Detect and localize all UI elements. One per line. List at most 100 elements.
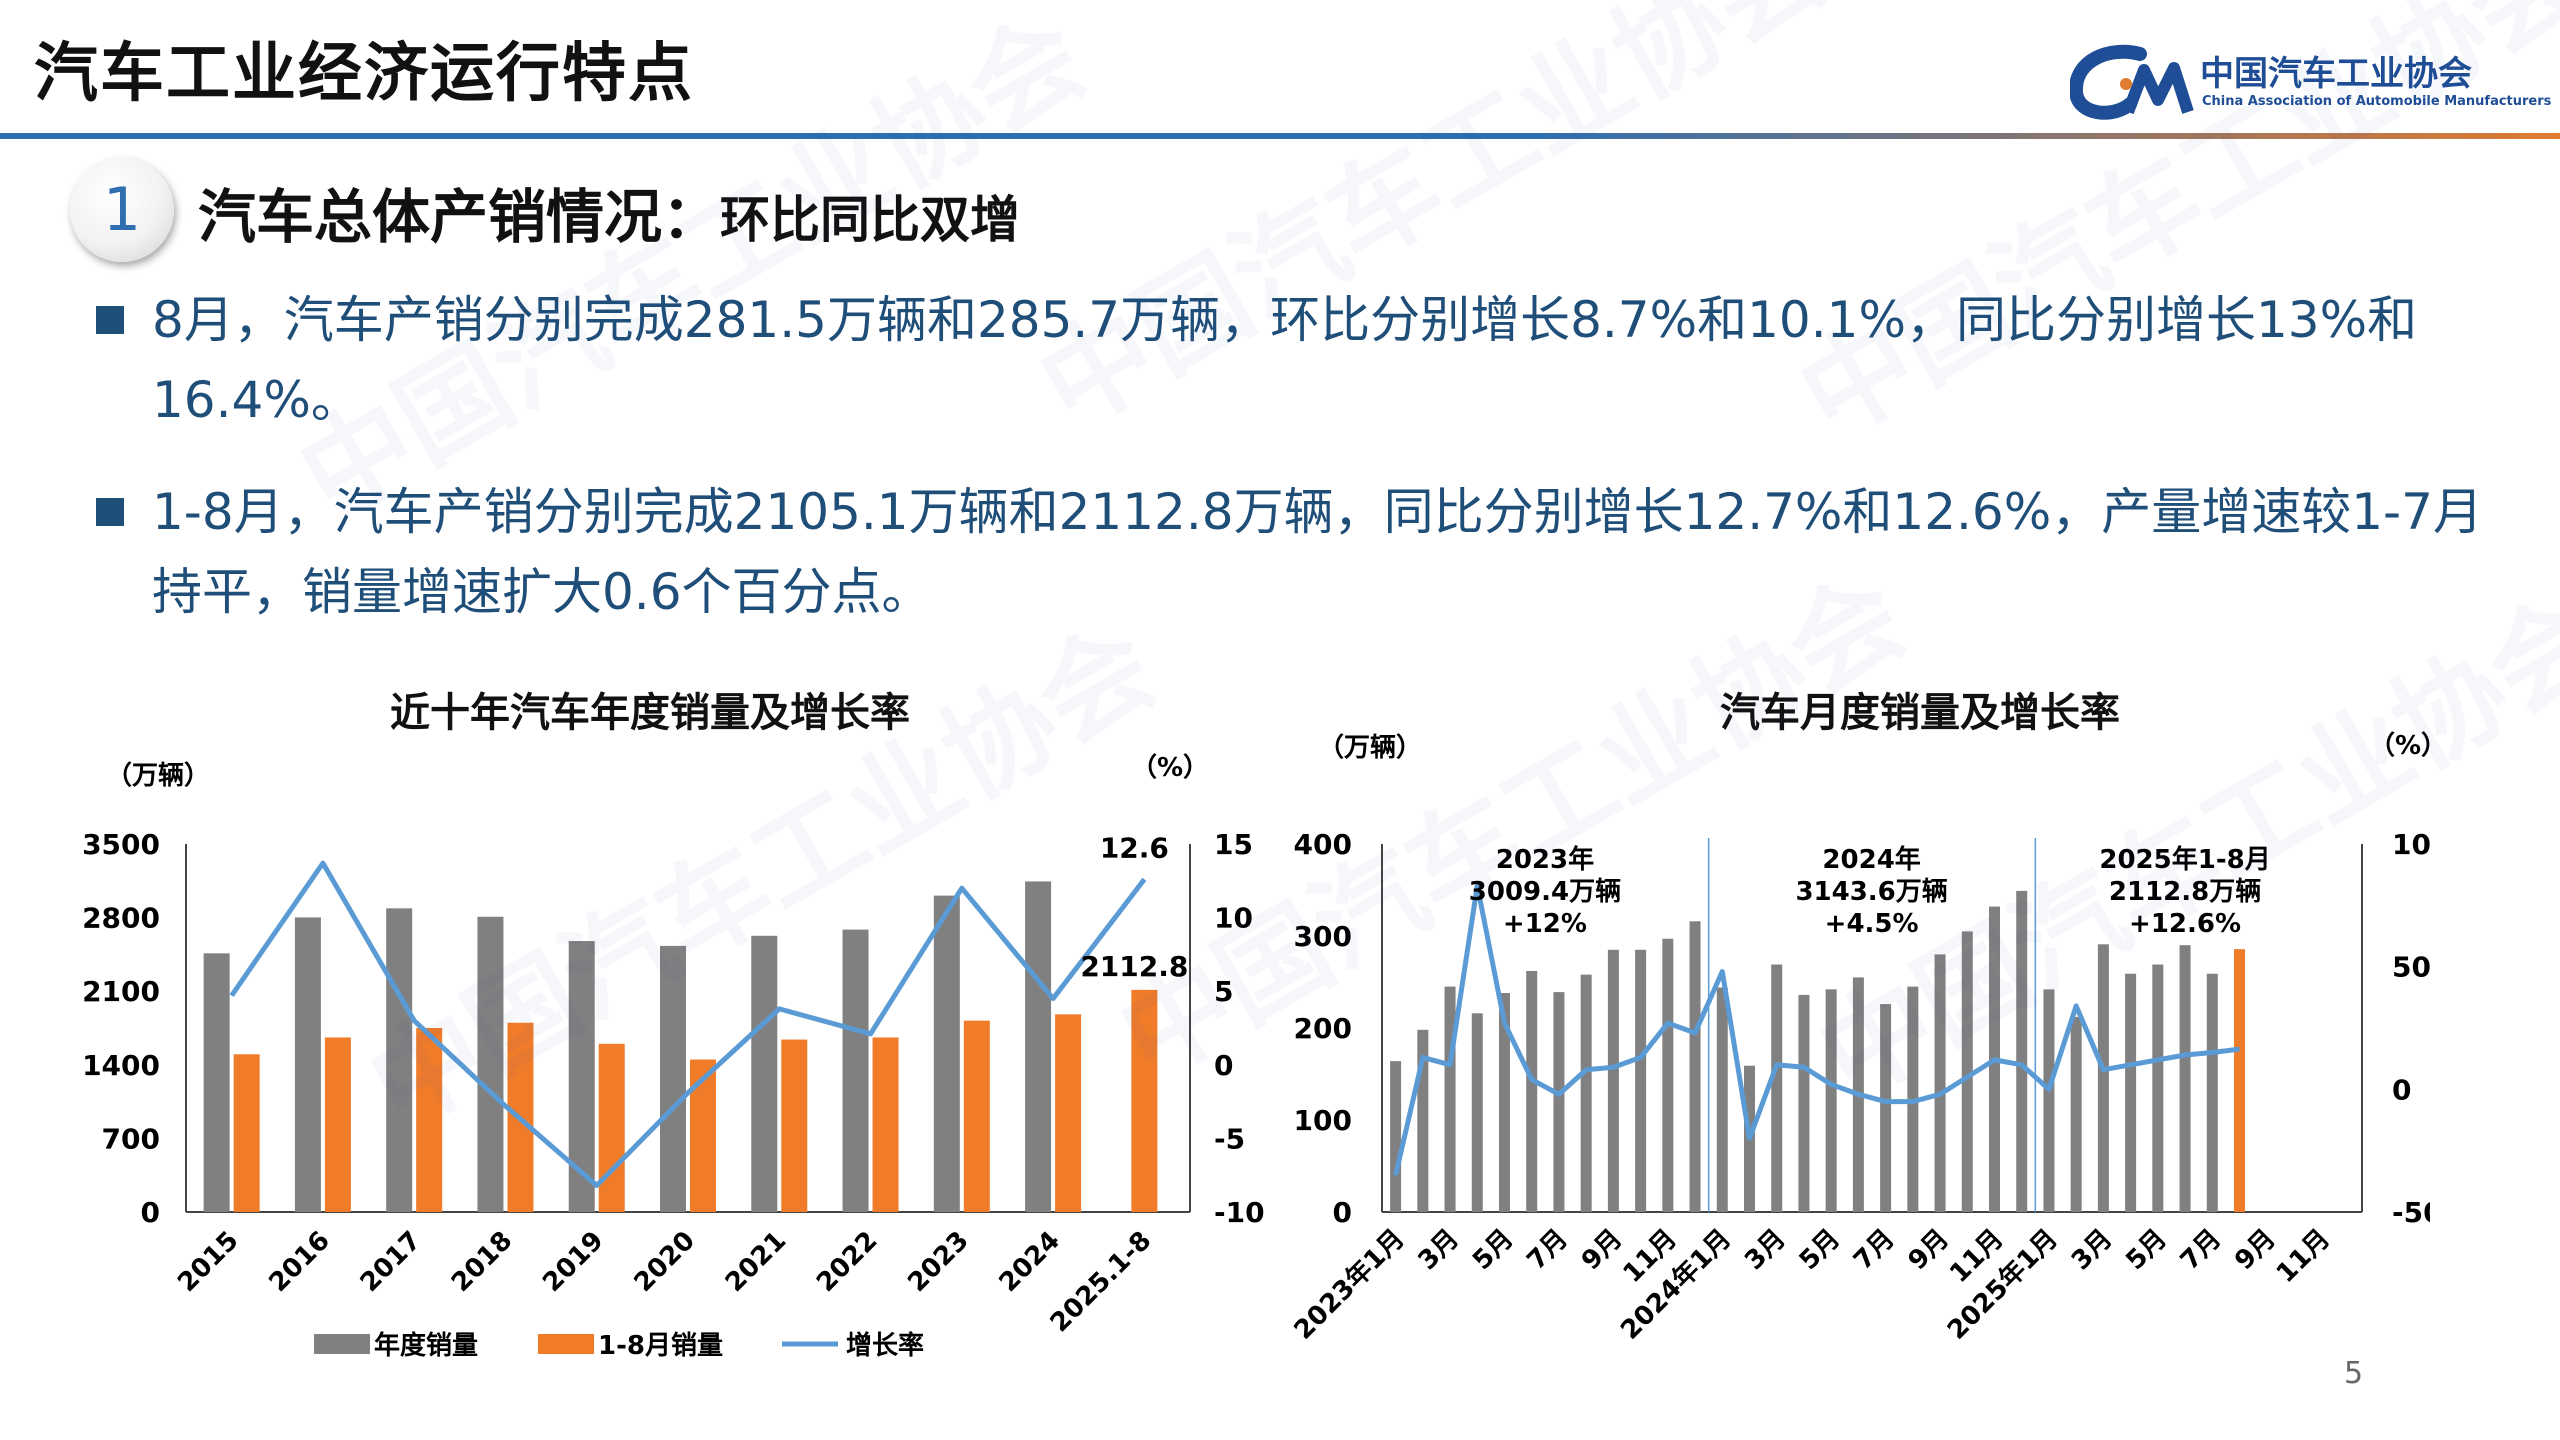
bar-monthly-sales: [1471, 1013, 1483, 1212]
x-tick-label: 2024: [994, 1226, 1066, 1298]
legend-label-annual: 年度销量: [374, 1330, 478, 1361]
x-tick-label: 2020: [629, 1226, 701, 1298]
left-axis-unit: （万辆）: [106, 761, 210, 791]
y-tick-label-right: 0: [2392, 1073, 2411, 1106]
caam-logo-icon: [2070, 44, 2194, 120]
y-tick-label-right: -50: [2392, 1196, 2430, 1229]
right-axis-unit: （%）: [2369, 731, 2430, 761]
year-summary-label: 2024年: [1822, 844, 1920, 875]
bar-monthly-sales: [1417, 1029, 1429, 1212]
x-tick-label: 2018: [446, 1226, 518, 1298]
bar-monthly-sales: [1771, 964, 1783, 1212]
bullet-square-icon: [96, 306, 124, 334]
bar-annual-sales: [477, 916, 504, 1212]
bullet-text: 1-8月，汽车产销分别完成2105.1万辆和2112.8万辆，同比分别增长12.…: [152, 483, 2483, 621]
section-number-badge: 1: [70, 158, 174, 262]
y-tick-label-right: -5: [1214, 1122, 1245, 1155]
bar-monthly-sales: [2206, 973, 2218, 1212]
bar-annual-sales: [294, 917, 321, 1212]
bar-monthly-sales: [1880, 1004, 1892, 1212]
y-tick-label-right: 15: [1214, 828, 1253, 861]
y-tick-label-left: 200: [1294, 1012, 1352, 1045]
bar-annual-sales: [386, 908, 413, 1212]
bar-jan-aug-sales: [598, 1043, 625, 1212]
logo-english-name: China Association of Automobile Manufact…: [2202, 94, 2552, 109]
bar-jan-aug-sales: [416, 1028, 443, 1212]
x-tick-label: 2017: [355, 1226, 427, 1298]
x-tick-label: 5月: [1794, 1224, 1846, 1276]
bar-monthly-sales: [1580, 974, 1592, 1212]
bar-jan-aug-sales: [324, 1037, 351, 1212]
bar-annual-sales: [933, 895, 960, 1212]
bar-monthly-sales: [1961, 931, 1973, 1212]
bar-august-sales: [2234, 949, 2245, 1212]
year-summary-label: +4.5%: [1825, 909, 1919, 939]
growth-rate-line: [229, 860, 1147, 1189]
x-tick-label: 3月: [1413, 1224, 1465, 1276]
bar-jan-aug-sales: [1131, 989, 1158, 1212]
bar-monthly-sales: [1499, 993, 1510, 1212]
y-tick-label-left: 400: [1294, 828, 1352, 861]
y-tick-label-right: 5: [1214, 975, 1233, 1008]
x-tick-label: 2023年1月: [1290, 1223, 1411, 1346]
bar-annual-sales: [1025, 881, 1052, 1212]
year-summary-label: 2023年: [1496, 844, 1594, 875]
page-number: 5: [2344, 1356, 2364, 1391]
bar-monthly-sales: [2043, 989, 2055, 1212]
bar-jan-aug-sales: [1055, 1014, 1082, 1212]
logo-chinese-name: 中国汽车工业协会: [2200, 54, 2472, 94]
left-axis-unit: （万辆）: [1318, 733, 1422, 763]
bar-monthly-sales: [1662, 938, 1674, 1212]
y-tick-label-left: 3500: [82, 828, 160, 861]
y-tick-label-right: 0: [1214, 1049, 1233, 1082]
x-tick-label: 2023: [902, 1226, 974, 1298]
x-tick-label: 7月: [2175, 1224, 2227, 1276]
x-tick-label: 2022: [811, 1226, 883, 1298]
year-summary-label: 3009.4万辆: [1469, 877, 1621, 907]
annual-chart-title: 近十年汽车年度销量及增长率: [390, 690, 910, 736]
y-tick-label-left: 2800: [82, 902, 160, 935]
page-title: 汽车工业经济运行特点: [34, 37, 694, 111]
x-tick-label: 3月: [1739, 1224, 1791, 1276]
y-tick-label-right: 50: [2392, 951, 2430, 984]
section-title-main: 汽车总体产销情况：: [198, 183, 721, 251]
bar-annual-sales: [751, 935, 778, 1212]
bar-jan-aug-sales: [690, 1059, 716, 1212]
data-label-growth-rate: 12.6: [1100, 831, 1169, 864]
bar-jan-aug-sales: [963, 1020, 990, 1212]
y-tick-label-right: 10: [1214, 902, 1253, 935]
right-axis-unit: （%）: [1131, 753, 1209, 783]
legend-swatch-jan-aug: [538, 1334, 594, 1354]
bullet-item: 1-8月，汽车产销分别完成2105.1万辆和2112.8万辆，同比分别增长12.…: [96, 472, 2516, 632]
bar-monthly-sales: [2097, 944, 2109, 1212]
annual-sales-chart: （万辆） （%） 0 700 1400 2100 2800 3500 -10 -5 0 5 10 15 20…: [82, 753, 1265, 1361]
bar-monthly-sales: [1607, 949, 1619, 1212]
legend-label-growth: 增长率: [846, 1330, 924, 1361]
year-summary-label: 2112.8万辆: [2109, 877, 2261, 907]
monthly-sales-chart: （万辆） （%） 0 100 200 300 400 -50 0 50 100 2023年3009.4…: [1290, 731, 2430, 1346]
bar-monthly-sales: [1553, 992, 1565, 1212]
y-tick-label-left: 0: [1333, 1196, 1352, 1229]
bar-monthly-sales: [1798, 994, 1810, 1212]
bar-monthly-sales: [1716, 987, 1728, 1212]
bar-monthly-sales: [1635, 949, 1647, 1212]
bar-annual-sales: [660, 945, 686, 1212]
growth-rate-line: [1393, 883, 2240, 1176]
bar-monthly-sales: [1444, 986, 1456, 1212]
bar-jan-aug-sales: [233, 1054, 260, 1212]
year-summary-label: +12.6%: [2129, 909, 2241, 939]
monthly-chart-title: 汽车月度销量及增长率: [1720, 690, 2120, 736]
legend-label-jan-aug: 1-8月销量: [598, 1331, 723, 1361]
year-summary-label: 3143.6万辆: [1795, 877, 1947, 907]
caam-logo: 中国汽车工业协会 China Association of Automobile…: [2070, 44, 2551, 120]
y-tick-label-left: 0: [141, 1196, 160, 1229]
x-tick-label: 2019: [537, 1226, 609, 1298]
bar-monthly-sales: [1390, 1061, 1402, 1212]
bar-annual-sales: [203, 953, 230, 1212]
year-summary-label: 2025年1-8月: [2099, 844, 2270, 875]
bullet-item: 8月，汽车产销分别完成281.5万辆和285.7万辆，环比分别增长8.7%和10…: [96, 280, 2516, 440]
x-tick-label: 2021: [720, 1226, 792, 1298]
y-tick-label-right: -10: [1214, 1196, 1265, 1229]
x-tick-label: 11月: [2271, 1224, 2336, 1289]
y-tick-label-right: 100: [2392, 828, 2430, 861]
